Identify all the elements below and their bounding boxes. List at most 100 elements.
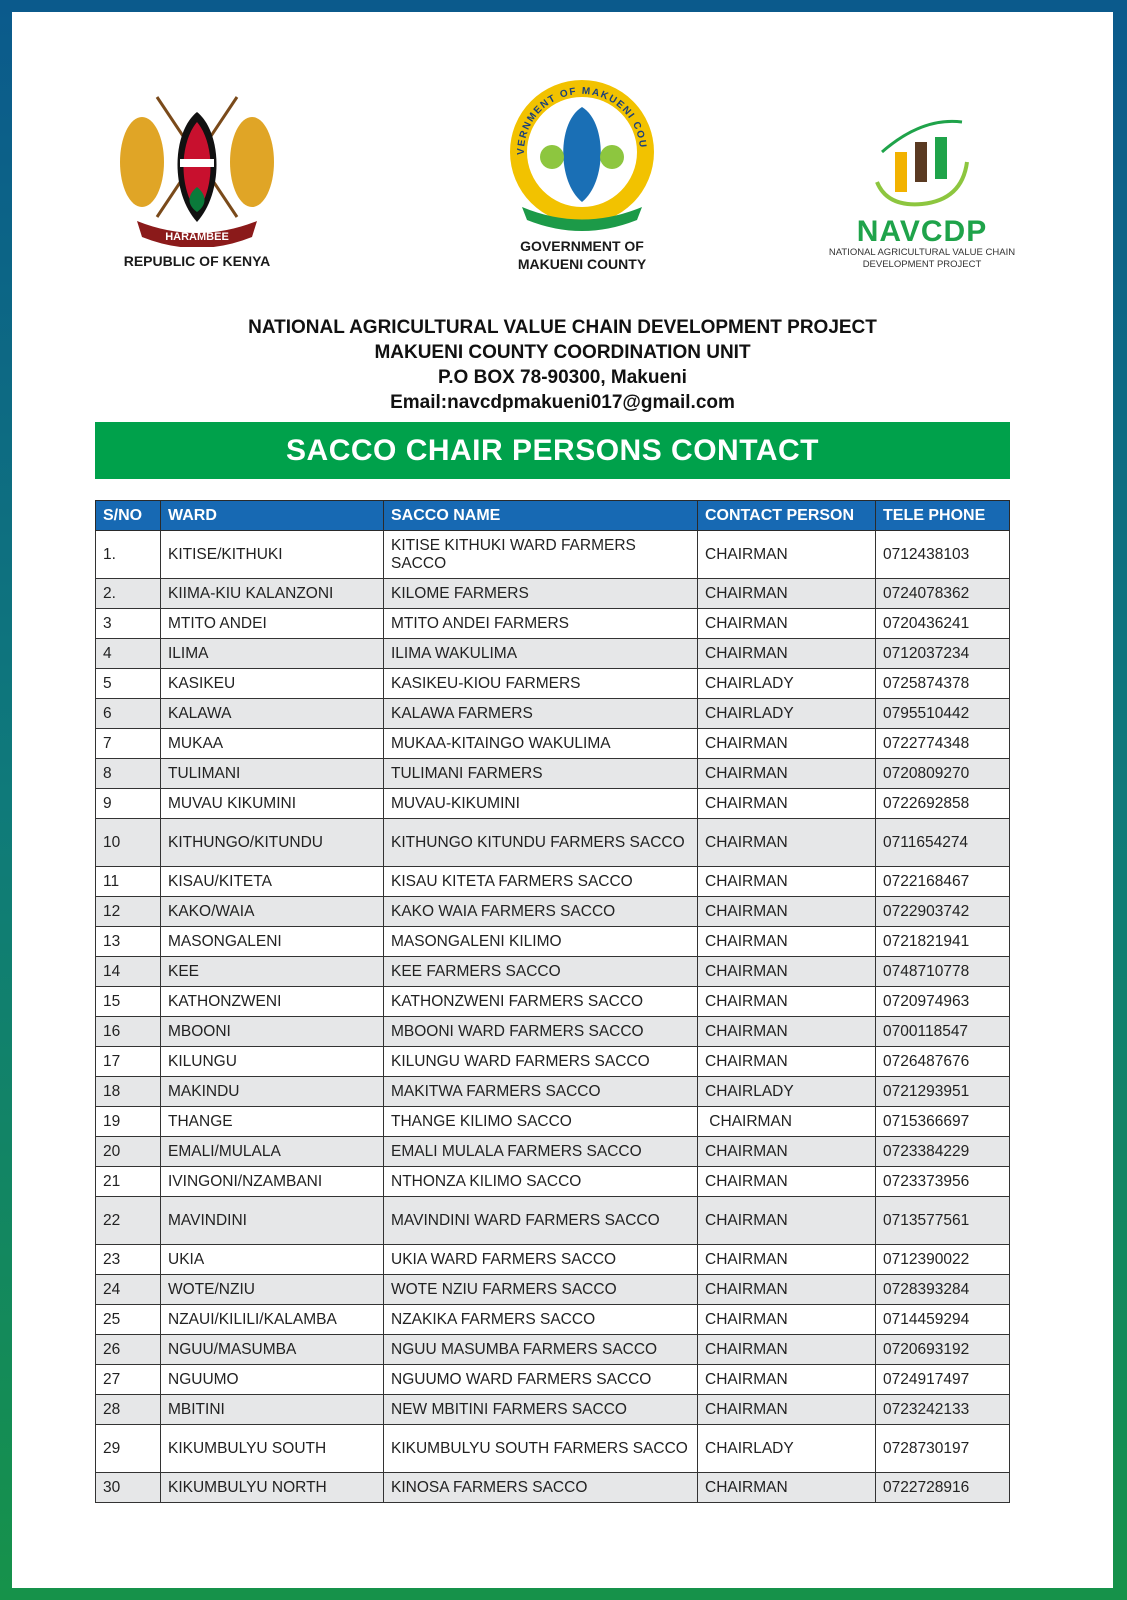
navcdp-sub-2: DEVELOPMENT PROJECT [862, 259, 982, 270]
header-contact-person: CONTACT PERSON [697, 500, 876, 531]
cell-contact-person: CHAIRMAN [697, 530, 876, 579]
cell-contact-person: CHAIRMAN [697, 926, 876, 957]
cell-contact-person: CHAIRMAN [697, 1304, 876, 1335]
cell-sacco-name: KIKUMBULYU SOUTH FARMERS SACCO [383, 1424, 698, 1473]
coat-of-arms-icon: HARAMBEE [120, 96, 274, 248]
table-row: 27 NGUUMO NGUUMO WARD FARMERS SACCO CHAIRMA… [95, 1364, 1010, 1395]
table-row: 9 MUVAU KIKUMINI MUVAU-KIKUMINI CHAIRMAN 072… [95, 788, 1010, 819]
cell-telephone: 0748710778 [875, 956, 1010, 987]
cell-sacco-name: WOTE NZIU FARMERS SACCO [383, 1274, 698, 1305]
makueni-seal: GOVERNMENT OF MAKUENI COUNTY GOVERNMENT … [482, 66, 682, 273]
cell-sacco-name: KISAU KITETA FARMERS SACCO [383, 866, 698, 897]
cell-telephone: 0712037234 [875, 638, 1010, 669]
table-row: 1. KITISE/KITHUKI KITISE KITHUKI WARD FARM… [95, 530, 1010, 579]
cell-sno: 16 [95, 1016, 161, 1047]
cell-sno: 21 [95, 1166, 161, 1197]
table-row: 24 WOTE/NZIU WOTE NZIU FARMERS SACCO CHAIRM… [95, 1274, 1010, 1305]
cell-ward: KEE [160, 956, 384, 987]
cell-sacco-name: KITHUNGO KITUNDU FARMERS SACCO [383, 818, 698, 867]
table-row: 18 MAKINDU MAKITWA FARMERS SACCO CHAIRLADY 0… [95, 1076, 1010, 1107]
cell-sno: 25 [95, 1304, 161, 1335]
cell-sno: 7 [95, 728, 161, 759]
cell-contact-person: CHAIRMAN [697, 1166, 876, 1197]
cell-telephone: 0724917497 [875, 1364, 1010, 1395]
cell-telephone: 0712390022 [875, 1244, 1010, 1275]
cell-sno: 22 [95, 1196, 161, 1245]
cell-sno: 2. [95, 578, 161, 609]
cell-sacco-name: KILUNGU WARD FARMERS SACCO [383, 1046, 698, 1077]
cell-ward: NGUUMO [160, 1364, 384, 1395]
table-row: 17 KILUNGU KILUNGU WARD FARMERS SACCO CHAIR… [95, 1046, 1010, 1077]
cell-contact-person: CHAIRLADY [697, 1076, 876, 1107]
email-address: Email:navcdpmakueni017@gmail.com [390, 392, 735, 413]
cell-telephone: 0711654274 [875, 818, 1010, 867]
kenya-motto: HARAMBEE [165, 231, 229, 243]
table-row: 14 KEE KEE FARMERS SACCO CHAIRMAN 0748710778 [95, 956, 1010, 987]
cell-contact-person: CHAIRMAN [697, 1196, 876, 1245]
cell-telephone: 0713577561 [875, 1196, 1010, 1245]
cell-telephone: 0724078362 [875, 578, 1010, 609]
table-row: 19 THANGE THANGE KILIMO SACCO CHAIRMAN 0715… [95, 1106, 1010, 1137]
cell-ward: KILUNGU [160, 1046, 384, 1077]
cell-sacco-name: MAKITWA FARMERS SACCO [383, 1076, 698, 1107]
cell-telephone: 0725874378 [875, 668, 1010, 699]
cell-sno: 23 [95, 1244, 161, 1275]
table-row: 3 MTITO ANDEI MTITO ANDEI FARMERS CHAIRMAN 0… [95, 608, 1010, 639]
cell-contact-person: CHAIRMAN [697, 818, 876, 867]
cell-sno: 6 [95, 698, 161, 729]
cell-ward: KAKO/WAIA [160, 896, 384, 927]
cell-contact-person: CHAIRMAN [697, 896, 876, 927]
cell-sno: 20 [95, 1136, 161, 1167]
table-row: 6 KALAWA KALAWA FARMERS CHAIRLADY 0795510442 [95, 698, 1010, 729]
cell-contact-person: CHAIRMAN [697, 788, 876, 819]
cell-ward: THANGE [160, 1106, 384, 1137]
table-row: 29 KIKUMBULYU SOUTH KIKUMBULYU SOUTH FARME… [95, 1424, 1010, 1473]
cell-sno: 10 [95, 818, 161, 867]
unit-name: MAKUENI COUNTY COORDINATION UNIT [374, 342, 751, 363]
cell-sno: 5 [95, 668, 161, 699]
cell-sacco-name: EMALI MULALA FARMERS SACCO [383, 1136, 698, 1167]
cell-contact-person: CHAIRMAN [697, 758, 876, 789]
cell-telephone: 0795510442 [875, 698, 1010, 729]
cell-sno: 17 [95, 1046, 161, 1077]
document-page: HARAMBEE REPUBLIC OF KENYA GOVERNMENT OF… [12, 12, 1113, 1588]
cell-ward: UKIA [160, 1244, 384, 1275]
header-ward: WARD [160, 500, 384, 531]
cell-sacco-name: NGUUMO WARD FARMERS SACCO [383, 1364, 698, 1395]
cell-contact-person: CHAIRMAN [697, 1046, 876, 1077]
cell-telephone: 0722168467 [875, 866, 1010, 897]
document-title: SACCO CHAIR PERSONS CONTACT [95, 422, 1010, 479]
cell-ward: IVINGONI/NZAMBANI [160, 1166, 384, 1197]
cell-ward: MASONGALENI [160, 926, 384, 957]
cell-ward: KIKUMBULYU NORTH [160, 1472, 384, 1503]
header-sacco-name: SACCO NAME [383, 500, 698, 531]
table-row: 25 NZAUI/KILILI/KALAMBA NZAKIKA FARMERS SA… [95, 1304, 1010, 1335]
cell-ward: KASIKEU [160, 668, 384, 699]
table-row: 16 MBOONI MBOONI WARD FARMERS SACCO CHAIRMA… [95, 1016, 1010, 1047]
cell-ward: KITHUNGO/KITUNDU [160, 818, 384, 867]
cell-sno: 12 [95, 896, 161, 927]
cell-contact-person: CHAIRMAN [697, 866, 876, 897]
cell-contact-person: CHAIRLADY [697, 668, 876, 699]
table-row: 26 NGUU/MASUMBA NGUU MASUMBA FARMERS SACCO… [95, 1334, 1010, 1365]
cell-contact-person: CHAIRMAN [697, 1334, 876, 1365]
cell-telephone: 0723384229 [875, 1136, 1010, 1167]
cell-contact-person: CHAIRMAN [697, 1106, 876, 1137]
cell-telephone: 0720974963 [875, 986, 1010, 1017]
cell-telephone: 0700118547 [875, 1016, 1010, 1047]
makueni-caption-2: MAKUENI COUNTY [517, 256, 647, 272]
cell-telephone: 0722692858 [875, 788, 1010, 819]
cell-telephone: 0721293951 [875, 1076, 1010, 1107]
cell-ward: MAVINDINI [160, 1196, 384, 1245]
table-row: 11 KISAU/KITETA KISAU KITETA FARMERS SACCO… [95, 866, 1010, 897]
makueni-caption-1: GOVERNMENT OF [520, 238, 644, 254]
cell-contact-person: CHAIRMAN [697, 608, 876, 639]
table-row: 12 KAKO/WAIA KAKO WAIA FARMERS SACCO CHAIRM… [95, 896, 1010, 927]
table-row: 4 ILIMA ILIMA WAKULIMA CHAIRMAN 0712037234 [95, 638, 1010, 669]
cell-sno: 29 [95, 1424, 161, 1473]
cell-ward: WOTE/NZIU [160, 1274, 384, 1305]
cell-sno: 14 [95, 956, 161, 987]
cell-telephone: 0714459294 [875, 1304, 1010, 1335]
cell-telephone: 0720693192 [875, 1334, 1010, 1365]
cell-ward: KIKUMBULYU SOUTH [160, 1424, 384, 1473]
